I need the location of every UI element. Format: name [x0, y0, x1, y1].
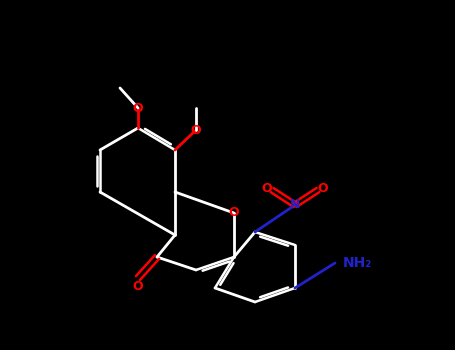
Text: O: O [229, 206, 239, 219]
Text: O: O [318, 182, 329, 195]
Text: O: O [133, 280, 143, 293]
Text: O: O [133, 102, 143, 114]
Text: O: O [262, 182, 272, 195]
Text: N: N [290, 198, 300, 211]
Text: O: O [191, 124, 201, 136]
Text: NH₂: NH₂ [343, 256, 372, 270]
